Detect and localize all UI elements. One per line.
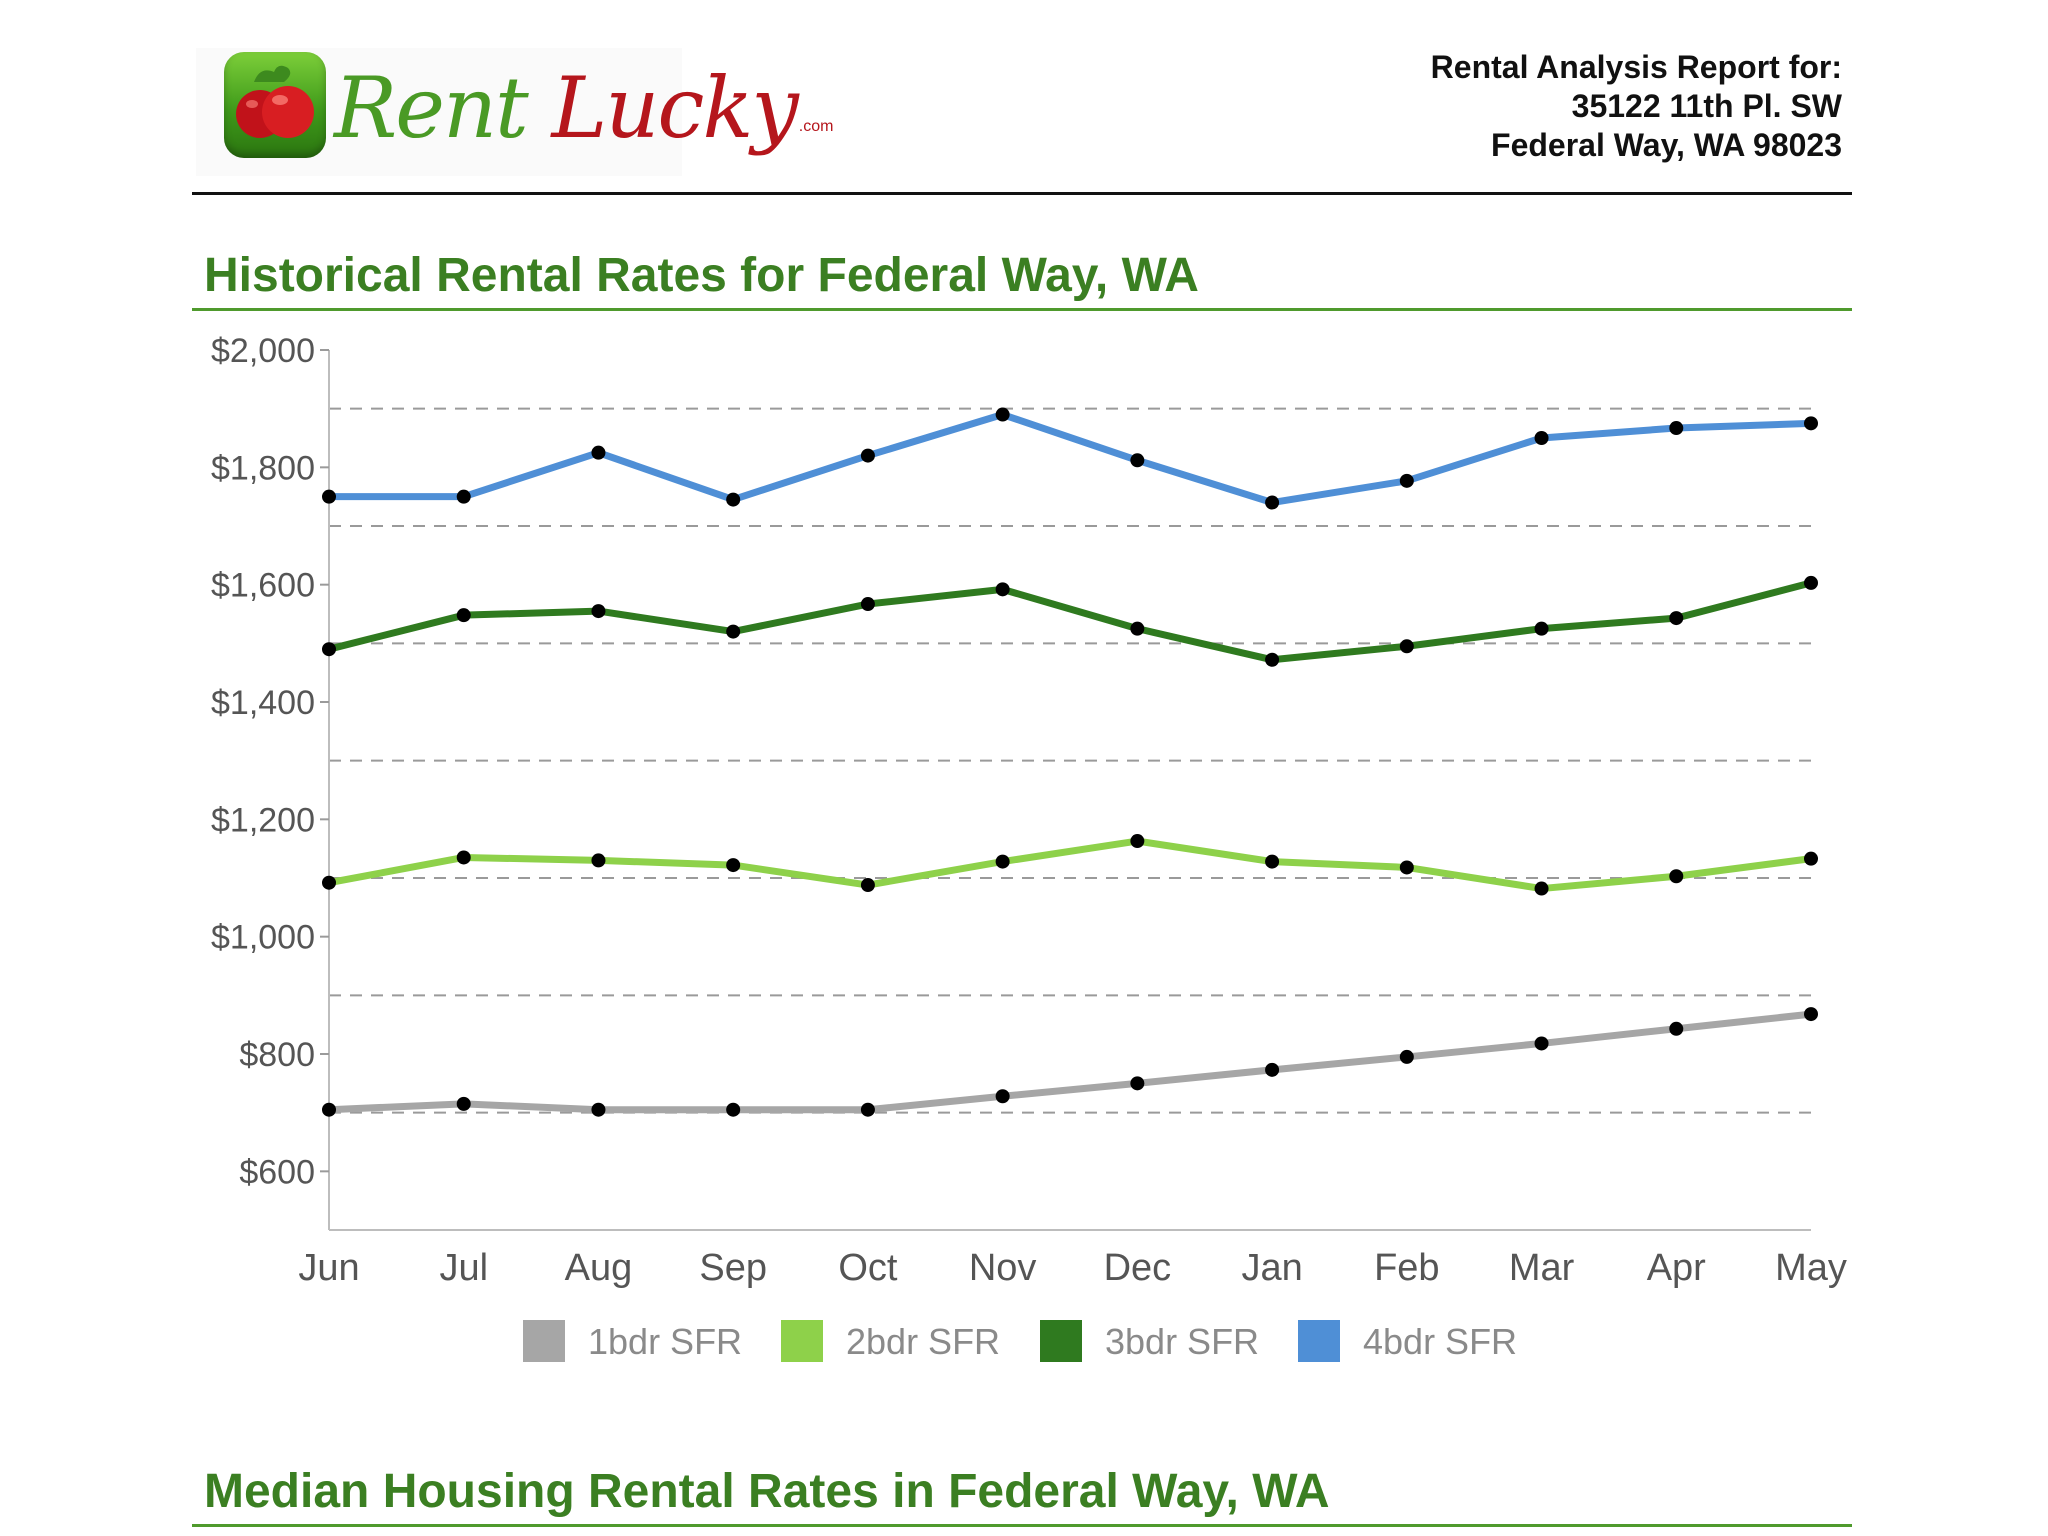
data-point: [995, 854, 1010, 869]
data-point: [1669, 611, 1684, 626]
legend-label: 2bdr SFR: [846, 1321, 1000, 1362]
data-point: [591, 445, 606, 460]
x-tick-label: Dec: [1104, 1247, 1172, 1289]
x-tick-label: Feb: [1374, 1247, 1439, 1289]
logo-lucky: Lucky: [551, 59, 799, 157]
data-point: [456, 850, 471, 865]
y-tick-label: $1,600: [211, 567, 315, 605]
legend-label: 1bdr SFR: [588, 1321, 742, 1362]
data-point: [1399, 473, 1414, 488]
data-point: [456, 608, 471, 623]
data-point: [1804, 575, 1818, 590]
y-tick-label: $2,000: [211, 332, 315, 370]
data-point: [1399, 860, 1414, 875]
x-tick-label: May: [1775, 1247, 1847, 1289]
series-line-3: [325, 579, 1815, 664]
x-tick-label: Oct: [838, 1247, 898, 1289]
x-tick-label: Sep: [699, 1247, 767, 1289]
y-tick-label: $1,400: [211, 684, 315, 722]
data-point: [1399, 1049, 1414, 1064]
logo-rent: Rent: [334, 59, 529, 157]
historical-section-title: Historical Rental Rates for Federal Way,…: [204, 249, 1199, 302]
data-point: [456, 1096, 471, 1111]
data-point: [1130, 1076, 1145, 1091]
legend-swatch: [1298, 1320, 1340, 1362]
data-point: [995, 582, 1010, 597]
x-tick-label: Jan: [1241, 1247, 1302, 1289]
series-line-4: [325, 411, 1815, 507]
data-point: [995, 407, 1010, 422]
data-point: [1534, 431, 1549, 445]
x-tick-label: Jul: [439, 1247, 488, 1289]
data-point: [1265, 1062, 1280, 1077]
data-point: [726, 492, 741, 507]
data-point: [456, 489, 471, 504]
median-section-title: Median Housing Rental Rates in Federal W…: [204, 1465, 1330, 1518]
data-point: [1804, 1007, 1818, 1022]
x-tick-label: Nov: [969, 1247, 1037, 1289]
header-divider: [192, 192, 1852, 195]
data-point: [1804, 416, 1818, 431]
rentlucky-logo[interactable]: Rent Lucky .com: [196, 48, 833, 176]
data-point: [1130, 834, 1145, 849]
data-point: [322, 875, 336, 890]
legend-swatch: [1040, 1320, 1082, 1362]
y-tick-label: $1,200: [211, 801, 315, 839]
data-point: [1265, 495, 1280, 510]
data-point: [1804, 851, 1818, 866]
data-point: [995, 1089, 1010, 1104]
data-point: [1130, 621, 1145, 636]
data-point: [591, 1102, 606, 1117]
data-point: [1534, 1036, 1549, 1051]
logo-com: .com: [798, 118, 834, 135]
data-point: [726, 858, 741, 873]
legend-swatch: [523, 1320, 565, 1362]
data-point: [1669, 869, 1684, 884]
report-city: Federal Way, WA 98023: [1491, 127, 1842, 163]
historical-section-rule: [192, 308, 1852, 311]
x-tick-label: Jun: [298, 1247, 359, 1289]
data-point: [1669, 421, 1684, 436]
tomato-icon: [224, 52, 326, 158]
historical-rent-chart: $600 $800 $1,000 $1,200 $1,400 $1,600 $1,800 $2…: [211, 332, 1847, 1362]
data-point: [1534, 621, 1549, 636]
data-point: [860, 448, 875, 463]
median-section-rule: [192, 1524, 1852, 1527]
report-title: Rental Analysis Report for:: [1430, 49, 1842, 85]
series-line-2: [325, 837, 1815, 893]
data-point: [591, 604, 606, 619]
data-point: [1265, 652, 1280, 667]
data-point: [1265, 854, 1280, 869]
legend-label: 3bdr SFR: [1105, 1321, 1259, 1362]
report-street: 35122 11th Pl. SW: [1571, 88, 1842, 124]
data-point: [322, 642, 336, 657]
legend-label: 4bdr SFR: [1363, 1321, 1517, 1362]
data-point: [322, 489, 336, 504]
data-point: [860, 597, 875, 612]
legend-swatch: [781, 1320, 823, 1362]
logo-wordmark: Rent Lucky .com: [334, 58, 833, 177]
data-point: [726, 1102, 741, 1117]
x-tick-label: Aug: [565, 1247, 633, 1289]
series-line-1: [325, 1010, 1815, 1114]
x-tick-label: Mar: [1509, 1247, 1575, 1289]
data-point: [1130, 453, 1145, 468]
x-tick-label: Apr: [1647, 1247, 1706, 1289]
y-tick-label: $1,800: [211, 449, 315, 487]
data-point: [726, 624, 741, 639]
data-point: [591, 853, 606, 868]
report-header: Rental Analysis Report for: 35122 11th P…: [1142, 48, 1842, 165]
y-tick-label: $800: [239, 1036, 315, 1074]
data-point: [860, 1102, 875, 1117]
y-tick-label: $1,000: [211, 919, 315, 957]
data-point: [1399, 639, 1414, 654]
data-point: [1669, 1021, 1684, 1036]
data-point: [1534, 881, 1549, 896]
y-tick-label: $600: [239, 1153, 315, 1191]
data-point: [322, 1102, 336, 1117]
data-point: [860, 878, 875, 893]
